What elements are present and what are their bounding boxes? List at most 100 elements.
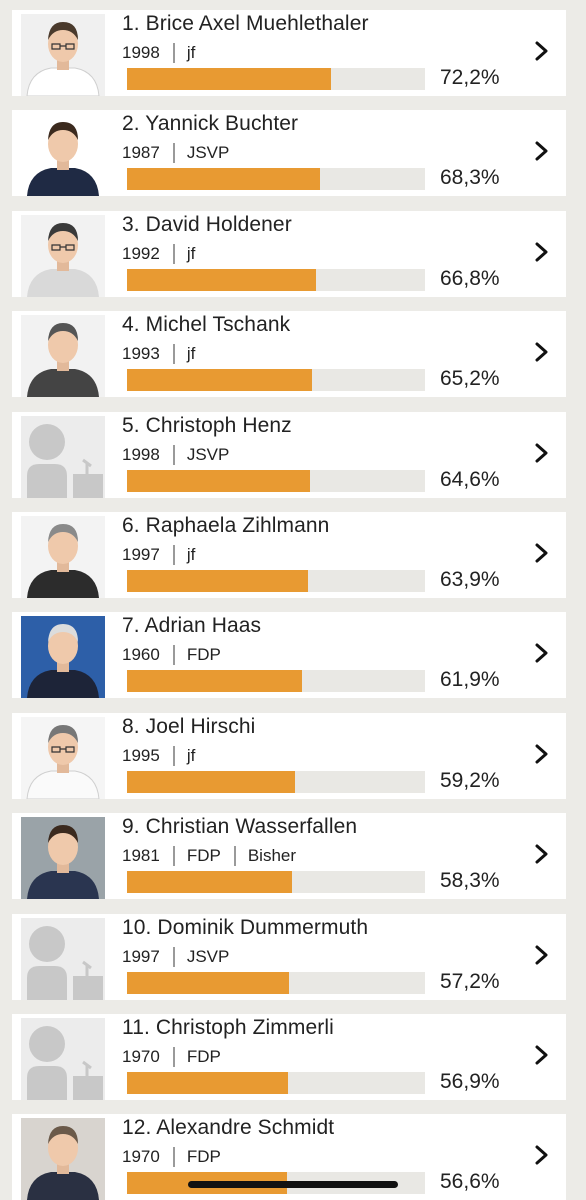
meta-divider [172, 645, 175, 665]
vote-bar-fill [127, 168, 320, 190]
candidate-meta: 1960 FDP [122, 645, 221, 665]
chevron-right-icon[interactable] [532, 642, 552, 664]
candidate-name: 5. Christoph Henz [122, 414, 292, 437]
chevron-right-icon[interactable] [532, 1044, 552, 1066]
candidate-row[interactable]: 10. Dominik Dummermuth 1997 JSVP 57,2% [12, 914, 566, 1000]
candidate-row[interactable]: 3. David Holdener 1992 jf 66,8% [12, 211, 566, 297]
party-label: jf [186, 43, 196, 62]
birth-year: 1998 [122, 43, 160, 62]
meta-divider [172, 244, 175, 264]
party-label: JSVP [186, 445, 230, 464]
candidate-meta: 1998 JSVP [122, 445, 229, 465]
vote-percentage: 72,2% [440, 66, 500, 89]
vote-percentage: 56,6% [440, 1170, 500, 1193]
party-label: FDP [186, 1047, 221, 1066]
candidate-photo [21, 215, 105, 297]
chevron-right-icon[interactable] [532, 341, 552, 363]
candidate-name: 11. Christoph Zimmerli [122, 1016, 334, 1039]
party-label: jf [186, 244, 196, 263]
chevron-right-icon[interactable] [532, 241, 552, 263]
candidate-meta: 1970 FDP [122, 1047, 221, 1067]
vote-bar-fill [127, 470, 310, 492]
candidate-name: 10. Dominik Dummermuth [122, 916, 369, 939]
party-label: jf [186, 344, 196, 363]
candidate-row[interactable]: 9. Christian Wasserfallen 1981 FDP Bisher 58… [12, 813, 566, 899]
vote-bar-track [127, 570, 425, 592]
chevron-right-icon[interactable] [532, 140, 552, 162]
candidate-meta: 1995 jf [122, 746, 195, 766]
vote-percentage: 63,9% [440, 568, 500, 591]
chevron-right-icon[interactable] [532, 944, 552, 966]
candidate-row[interactable]: 5. Christoph Henz 1998 JSVP 64,6% [12, 412, 566, 498]
vote-bar-fill [127, 369, 312, 391]
candidate-meta: 1998 jf [122, 43, 195, 63]
vote-bar-fill [127, 1072, 288, 1094]
meta-divider [233, 846, 236, 866]
home-indicator[interactable] [188, 1181, 398, 1188]
birth-year: 1970 [122, 1047, 160, 1066]
vote-percentage: 68,3% [440, 166, 500, 189]
candidate-name: 2. Yannick Buchter [122, 112, 299, 135]
candidate-meta: 1992 jf [122, 244, 195, 264]
vote-bar-fill [127, 771, 295, 793]
candidate-photo [21, 817, 105, 899]
candidate-name: 9. Christian Wasserfallen [122, 815, 358, 838]
chevron-right-icon[interactable] [532, 1144, 552, 1166]
meta-divider [172, 545, 175, 565]
vote-bar-track [127, 269, 425, 291]
candidate-row[interactable]: 7. Adrian Haas 1960 FDP 61,9% [12, 612, 566, 698]
vote-percentage: 65,2% [440, 367, 500, 390]
incumbent-label: Bisher [247, 846, 297, 865]
birth-year: 1997 [122, 947, 160, 966]
meta-divider [172, 846, 175, 866]
birth-year: 1997 [122, 545, 160, 564]
meta-divider [172, 344, 175, 364]
candidate-row[interactable]: 4. Michel Tschank 1993 jf 65,2% [12, 311, 566, 397]
vote-bar-track [127, 771, 425, 793]
birth-year: 1993 [122, 344, 160, 363]
birth-year: 1995 [122, 746, 160, 765]
birth-year: 1960 [122, 645, 160, 664]
vote-bar-track [127, 670, 425, 692]
vote-percentage: 57,2% [440, 970, 500, 993]
vote-bar-fill [127, 570, 308, 592]
candidate-name: 8. Joel Hirschi [122, 715, 256, 738]
chevron-right-icon[interactable] [532, 542, 552, 564]
vote-percentage: 56,9% [440, 1070, 500, 1093]
candidate-meta: 1993 jf [122, 344, 195, 364]
vote-bar-track [127, 972, 425, 994]
candidate-name: 6. Raphaela Zihlmann [122, 514, 330, 537]
candidate-meta: 1970 FDP [122, 1147, 221, 1167]
vote-bar-fill [127, 68, 331, 90]
vote-percentage: 66,8% [440, 267, 500, 290]
placeholder-avatar-icon [21, 416, 105, 498]
candidate-photo [21, 114, 105, 196]
birth-year: 1987 [122, 143, 160, 162]
meta-divider [172, 445, 175, 465]
candidate-row[interactable]: 2. Yannick Buchter 1987 JSVP 68,3% [12, 110, 566, 196]
party-label: FDP [186, 645, 221, 664]
birth-year: 1970 [122, 1147, 160, 1166]
vote-bar-fill [127, 871, 292, 893]
vote-bar-fill [127, 269, 316, 291]
candidate-meta: 1997 JSVP [122, 947, 229, 967]
candidate-row[interactable]: 11. Christoph Zimmerli 1970 FDP 56,9% [12, 1014, 566, 1100]
chevron-right-icon[interactable] [532, 40, 552, 62]
candidate-name: 12. Alexandre Schmidt [122, 1116, 335, 1139]
birth-year: 1981 [122, 846, 160, 865]
chevron-right-icon[interactable] [532, 743, 552, 765]
vote-percentage: 58,3% [440, 869, 500, 892]
candidate-row[interactable]: 6. Raphaela Zihlmann 1997 jf 63,9% [12, 512, 566, 598]
chevron-right-icon[interactable] [532, 442, 552, 464]
vote-bar-track [127, 369, 425, 391]
candidate-photo [21, 717, 105, 799]
chevron-right-icon[interactable] [532, 843, 552, 865]
candidate-row[interactable]: 1. Brice Axel Muehlethaler 1998 jf 72,2% [12, 10, 566, 96]
vote-percentage: 64,6% [440, 468, 500, 491]
candidate-row[interactable]: 8. Joel Hirschi 1995 jf 59,2% [12, 713, 566, 799]
vote-bar-track [127, 1072, 425, 1094]
vote-bar-fill [127, 972, 289, 994]
candidate-meta: 1981 FDP Bisher [122, 846, 296, 866]
party-label: FDP [186, 1147, 221, 1166]
candidate-photo [21, 14, 105, 96]
